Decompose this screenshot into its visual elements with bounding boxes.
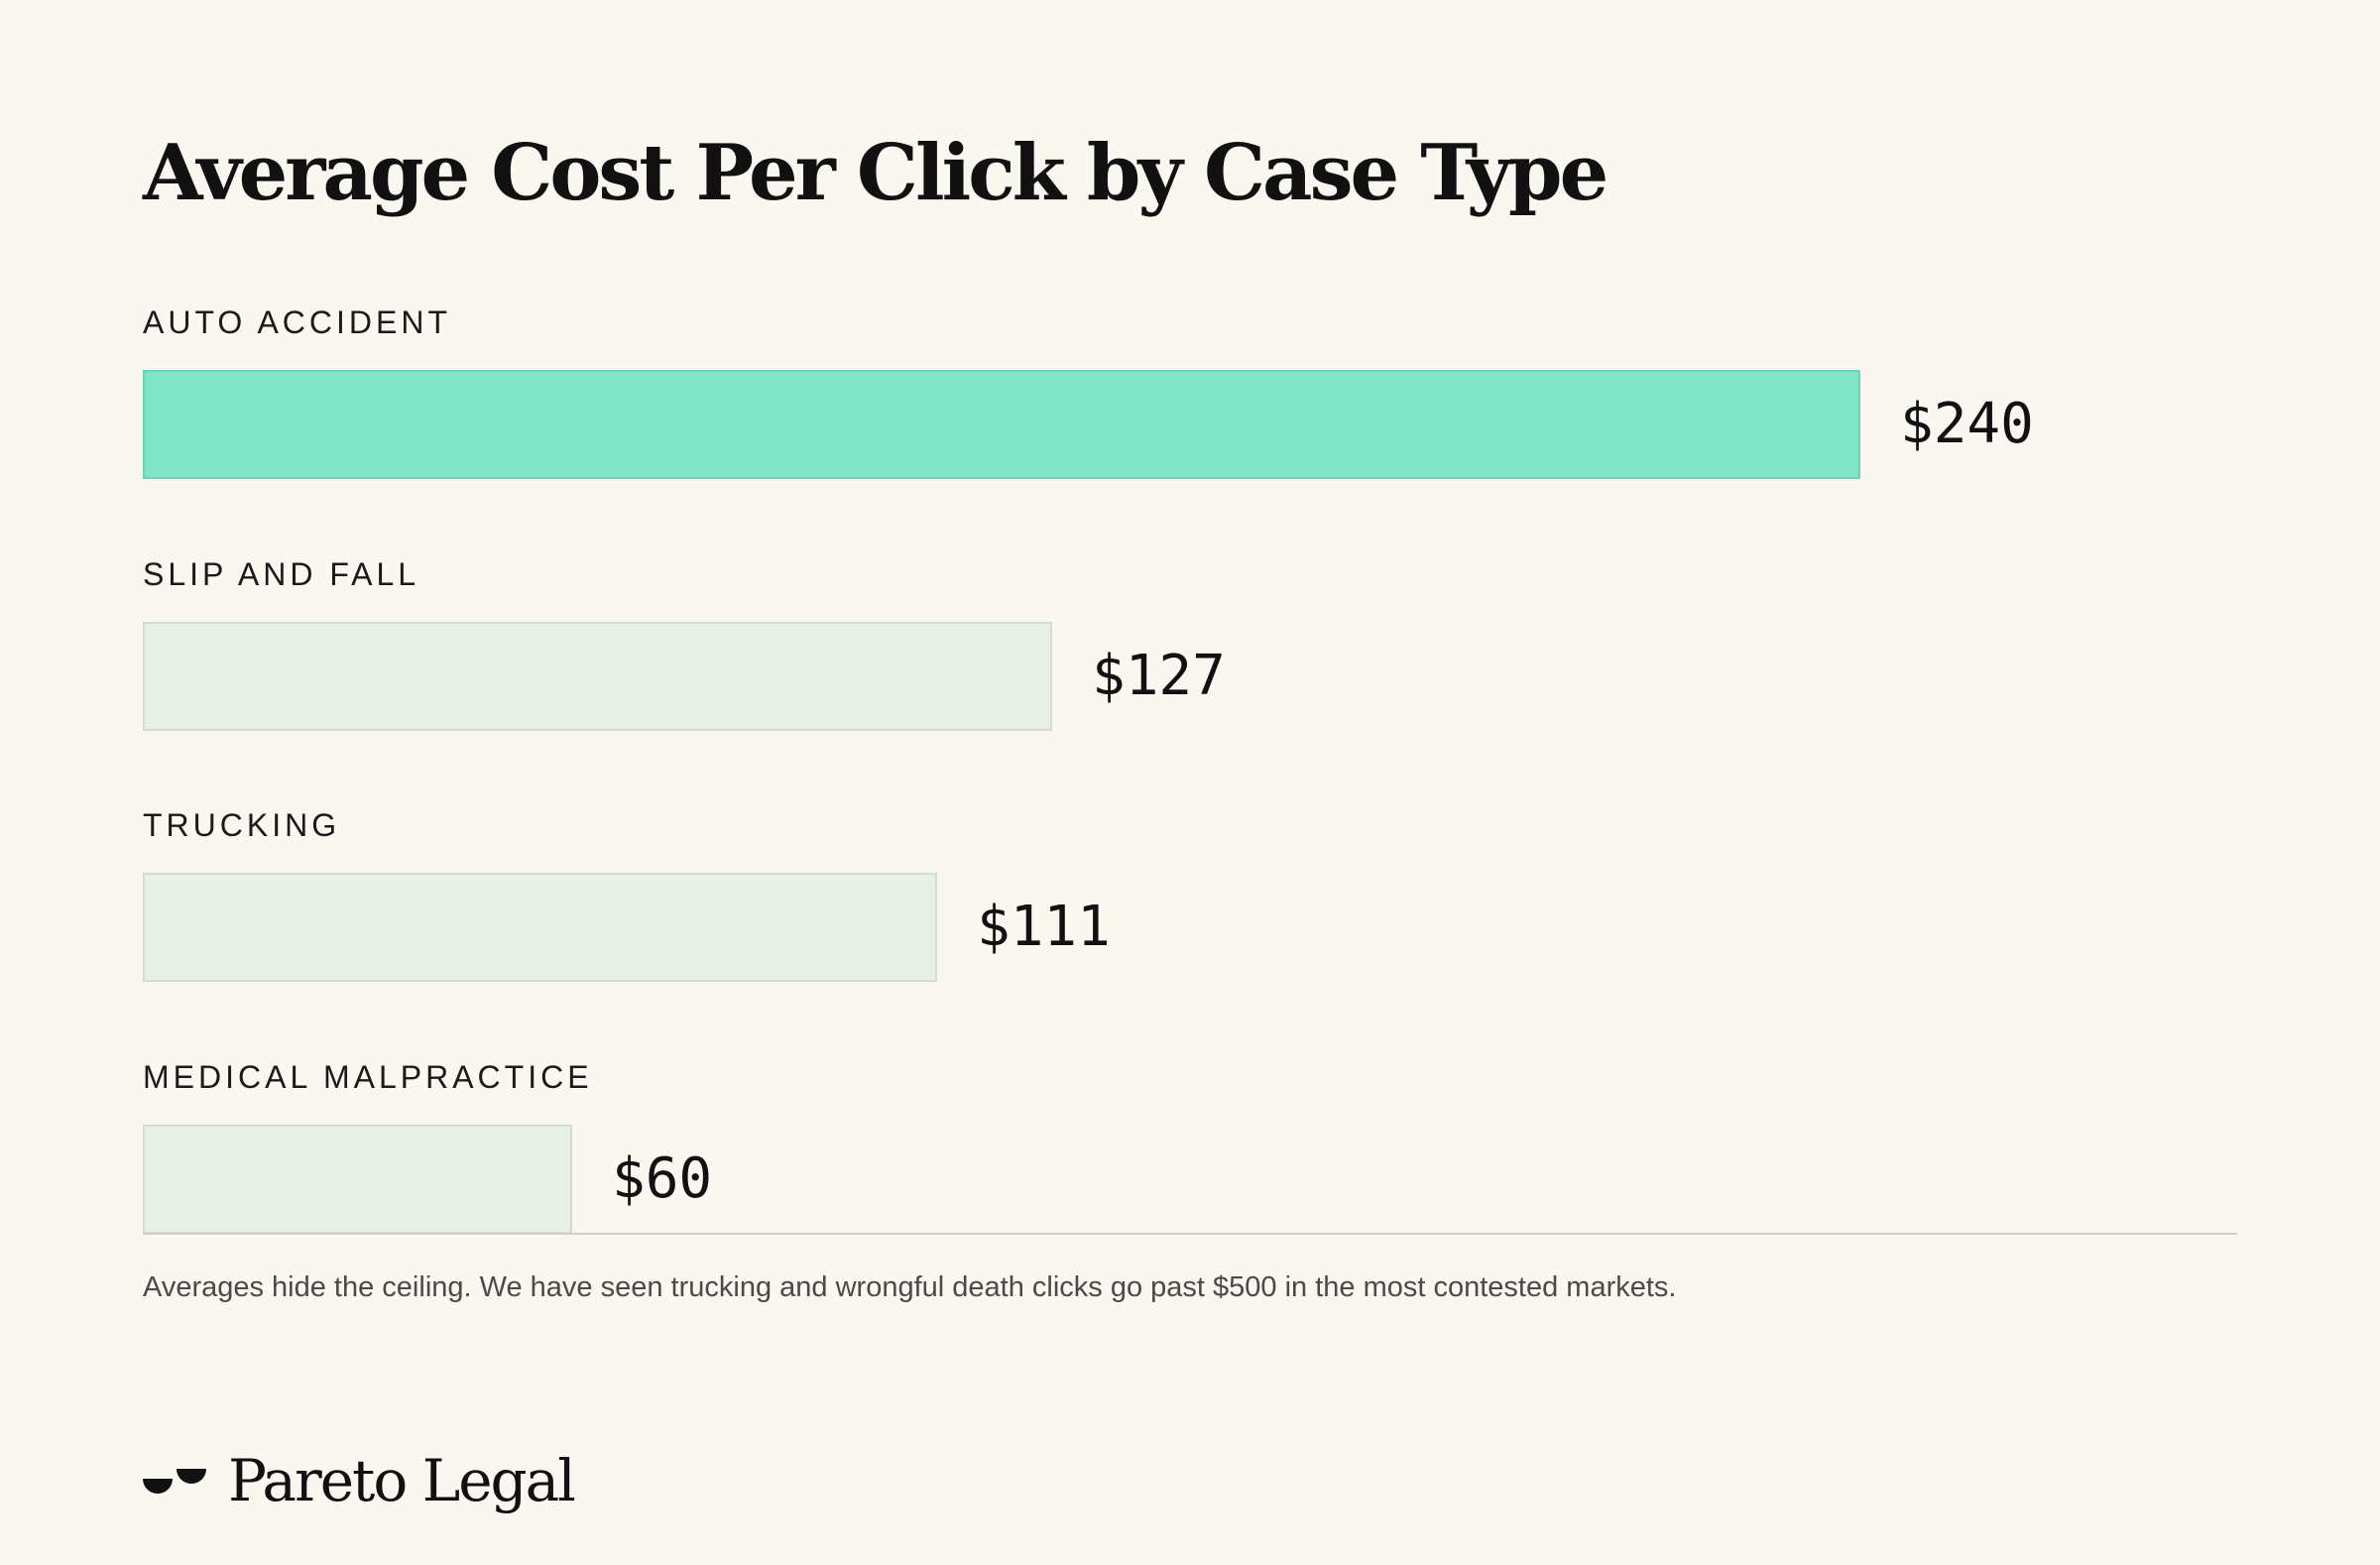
bar-auto-accident	[143, 370, 1860, 479]
bar-trucking	[143, 873, 937, 982]
chart-baseline	[143, 1233, 2237, 1235]
category-label-trucking: TRUCKING	[143, 807, 341, 843]
brand-name: Pareto Legal	[228, 1447, 576, 1514]
category-label-slip-and-fall: SLIP AND FALL	[143, 555, 420, 592]
bar-slip-and-fall	[143, 622, 1052, 731]
value-label-auto-accident: $240	[1900, 392, 2034, 456]
category-label-auto-accident: AUTO ACCIDENT	[143, 304, 451, 340]
pareto-legal-mark-icon	[143, 1469, 206, 1494]
bar-medical-malpractice	[143, 1125, 572, 1234]
value-label-medical-malpractice: $60	[612, 1146, 713, 1211]
chart-title: Average Cost Per Click by Case Type	[143, 128, 1608, 218]
value-label-trucking: $111	[977, 895, 1111, 959]
value-label-slip-and-fall: $127	[1092, 644, 1226, 708]
chart-footnote: Averages hide the ceiling. We have seen …	[143, 1271, 1677, 1303]
category-label-medical-malpractice: MEDICAL MALPRACTICE	[143, 1058, 593, 1095]
brand-logo: Pareto Legal	[143, 1446, 576, 1515]
